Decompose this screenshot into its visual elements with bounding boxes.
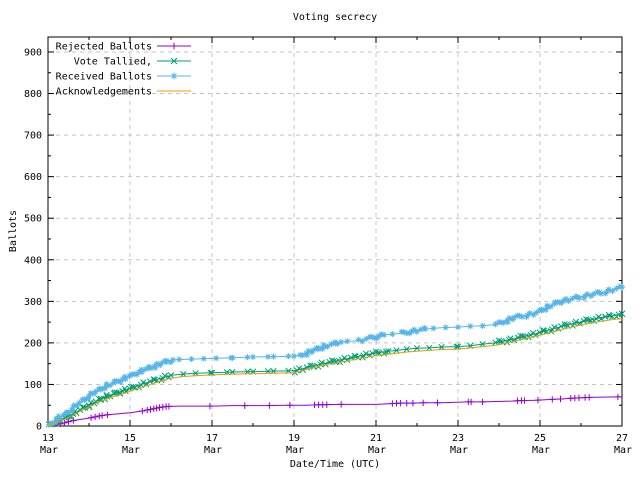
y-tick-label: 100 (24, 380, 42, 391)
y-tick-label: 500 (24, 214, 42, 225)
x-tick-label-day: 27 (616, 433, 628, 444)
x-tick-label-month: Mar (614, 445, 632, 456)
legend-label: Vote Tallied, (74, 57, 152, 68)
x-tick-label-month: Mar (286, 445, 304, 456)
x-tick-label-day: 17 (206, 433, 218, 444)
series-line (47, 317, 623, 427)
y-tick-label: 0 (36, 422, 42, 433)
x-tick-label-month: Mar (204, 445, 222, 456)
x-tick-label-month: Mar (122, 445, 140, 456)
series-acknowledgements (47, 317, 623, 427)
legend-label: Rejected Ballots (56, 42, 152, 53)
series-line (47, 396, 622, 427)
legend: Rejected Ballots Vote Tallied, Received Ba… (56, 42, 191, 98)
chart-plot-area: 010020030040050060070080090013Mar15Mar17… (24, 36, 632, 456)
chart-title: Voting secrecy (293, 12, 377, 23)
x-axis-label: Date/Time (UTC) (290, 459, 380, 470)
x-tick-label-day: 25 (534, 433, 546, 444)
legend-label: Acknowledgements (56, 87, 152, 98)
x-tick-label-month: Mar (368, 445, 386, 456)
x-tick-label-day: 19 (288, 433, 300, 444)
x-tick-label-day: 13 (42, 433, 54, 444)
y-tick-label: 700 (24, 131, 42, 142)
y-axis-label: Ballots (8, 210, 19, 252)
x-tick-label-month: Mar (40, 445, 58, 456)
x-tick-label-month: Mar (532, 445, 550, 456)
y-tick-label: 400 (24, 255, 42, 266)
y-tick-label: 300 (24, 297, 42, 308)
x-tick-label-day: 21 (370, 433, 382, 444)
series-line (47, 286, 623, 427)
series-received-ballots (46, 283, 625, 428)
x-tick-label-day: 15 (124, 433, 136, 444)
series-vote-tallied (45, 310, 626, 428)
x-tick-label-day: 23 (452, 433, 464, 444)
y-tick-label: 800 (24, 89, 42, 100)
series-rejected-ballots (47, 393, 622, 428)
y-tick-label: 200 (24, 338, 42, 349)
y-tick-label: 900 (24, 47, 42, 58)
x-tick-label-month: Mar (450, 445, 468, 456)
y-tick-label: 600 (24, 172, 42, 183)
legend-label: Received Ballots (56, 72, 152, 83)
